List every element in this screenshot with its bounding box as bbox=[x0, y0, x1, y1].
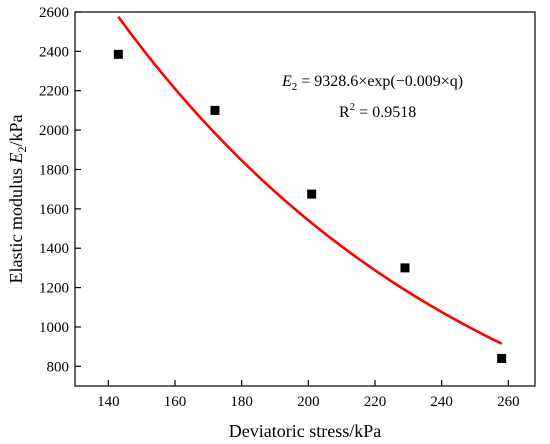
fit-equation: E2 = 9328.6×exp(−0.009×q) bbox=[281, 73, 463, 93]
r-squared-base: R bbox=[339, 104, 350, 121]
x-axis-ticks: 140 160 180 200 220 240 260 bbox=[97, 380, 520, 410]
y-axis-title-sub: 2 bbox=[15, 147, 29, 153]
x-tick-label: 260 bbox=[497, 394, 520, 410]
y-tick-label: 800 bbox=[47, 359, 70, 375]
r-squared: R2 = 0.9518 bbox=[339, 101, 416, 121]
data-point bbox=[400, 263, 410, 273]
fit-equation-rhs: = 9328.6×exp(−0.009×q) bbox=[297, 73, 463, 90]
data-point bbox=[113, 49, 123, 59]
data-points bbox=[113, 49, 507, 363]
y-axis-title-var: E bbox=[6, 153, 26, 165]
x-tick-label: 240 bbox=[430, 394, 453, 410]
data-point bbox=[497, 353, 507, 363]
y-axis-title-prefix: Elastic modulus bbox=[6, 164, 26, 284]
x-tick-label: 180 bbox=[230, 394, 253, 410]
y-axis-title: Elastic modulus E2/kPa bbox=[6, 114, 29, 283]
fit-equation-var: E bbox=[281, 73, 292, 90]
y-tick-label: 1400 bbox=[39, 241, 69, 257]
data-point bbox=[307, 189, 317, 199]
y-tick-label: 1800 bbox=[39, 162, 69, 178]
y-tick-label: 2200 bbox=[39, 84, 69, 100]
plot-area bbox=[74, 11, 536, 387]
y-tick-label: 1600 bbox=[39, 202, 69, 218]
y-tick-label: 2000 bbox=[39, 123, 69, 139]
fit-equation-sub: 2 bbox=[292, 81, 298, 93]
y-tick-label: 2600 bbox=[39, 5, 69, 21]
y-tick-label: 2400 bbox=[39, 44, 69, 60]
fit-curve bbox=[117, 16, 503, 345]
y-tick-label: 1000 bbox=[39, 320, 69, 336]
data-point bbox=[210, 105, 220, 115]
r-squared-rhs: = 0.9518 bbox=[355, 104, 416, 121]
x-tick-label: 200 bbox=[297, 394, 320, 410]
x-axis-title: Deviatoric stress/kPa bbox=[229, 421, 381, 441]
r-squared-sup: 2 bbox=[350, 101, 356, 113]
x-tick-label: 220 bbox=[364, 394, 387, 410]
y-axis-title-suffix: /kPa bbox=[6, 114, 26, 146]
x-tick-label: 140 bbox=[97, 394, 120, 410]
y-tick-label: 1200 bbox=[39, 281, 69, 297]
x-tick-label: 160 bbox=[164, 394, 187, 410]
y-axis-ticks: 800 1000 1200 1400 1600 1800 2000 2200 2400 2600 bbox=[39, 5, 81, 375]
